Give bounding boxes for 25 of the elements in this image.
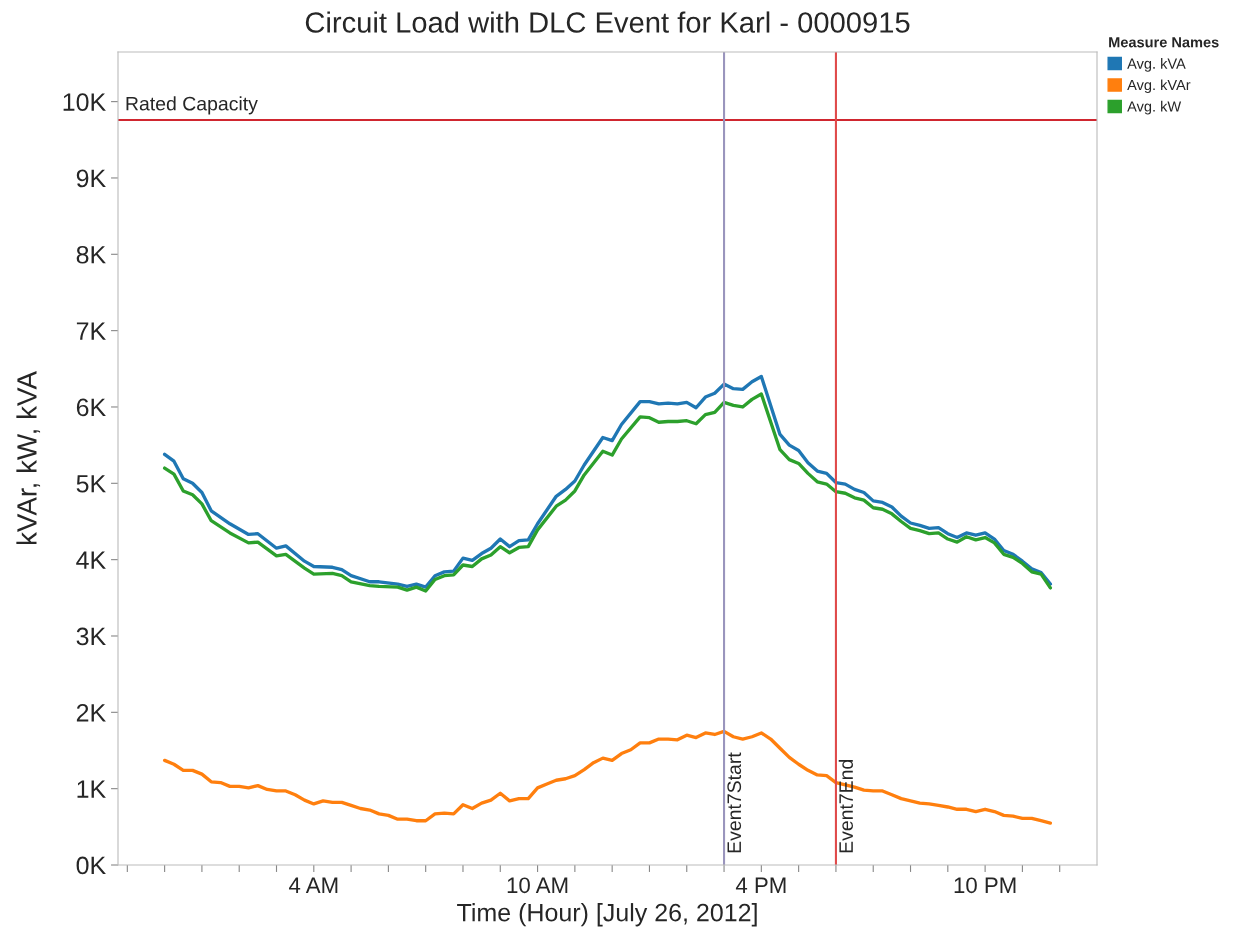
ref-line-label: Event7Start (727, 752, 742, 853)
x-tick-label: 4 AM (288, 877, 338, 893)
y-tick-label: 5K (76, 475, 106, 493)
y-tick-label: 10K (63, 93, 106, 111)
x-tick-label: 4 PM (735, 877, 786, 893)
y-tick-label: 8K (76, 245, 106, 264)
legend-title: Measure Names (1109, 37, 1219, 48)
y-axis-title: kVAr, kW, kVA (16, 371, 41, 545)
y-tick-label: 9K (76, 169, 106, 188)
y-tick-label: 0K (76, 856, 106, 875)
chart-title: Circuit Load with DLC Event for Karl - 0000915 (305, 11, 910, 33)
y-tick-label: 4K (76, 551, 106, 569)
y-tick-label: 2K (76, 703, 106, 722)
ref-line-label: Rated Capacity (126, 96, 258, 115)
y-tick-label: 3K (76, 627, 106, 646)
x-axis-title: Time (Hour) [July 26, 2012] (457, 903, 757, 927)
x-tick-label: 10 AM (507, 877, 568, 894)
y-tick-label: 7K (76, 322, 106, 340)
ref-line-label: Event7End (838, 760, 853, 853)
y-tick-label: 1K (77, 780, 106, 798)
legend-label: Avg. kVAr (1127, 79, 1191, 94)
y-tick-label: 6K (76, 398, 106, 417)
legend-label: Avg. kVA (1127, 58, 1186, 72)
legend-label: Avg. kW (1127, 100, 1182, 115)
x-tick-label: 10 PM (954, 877, 1016, 894)
